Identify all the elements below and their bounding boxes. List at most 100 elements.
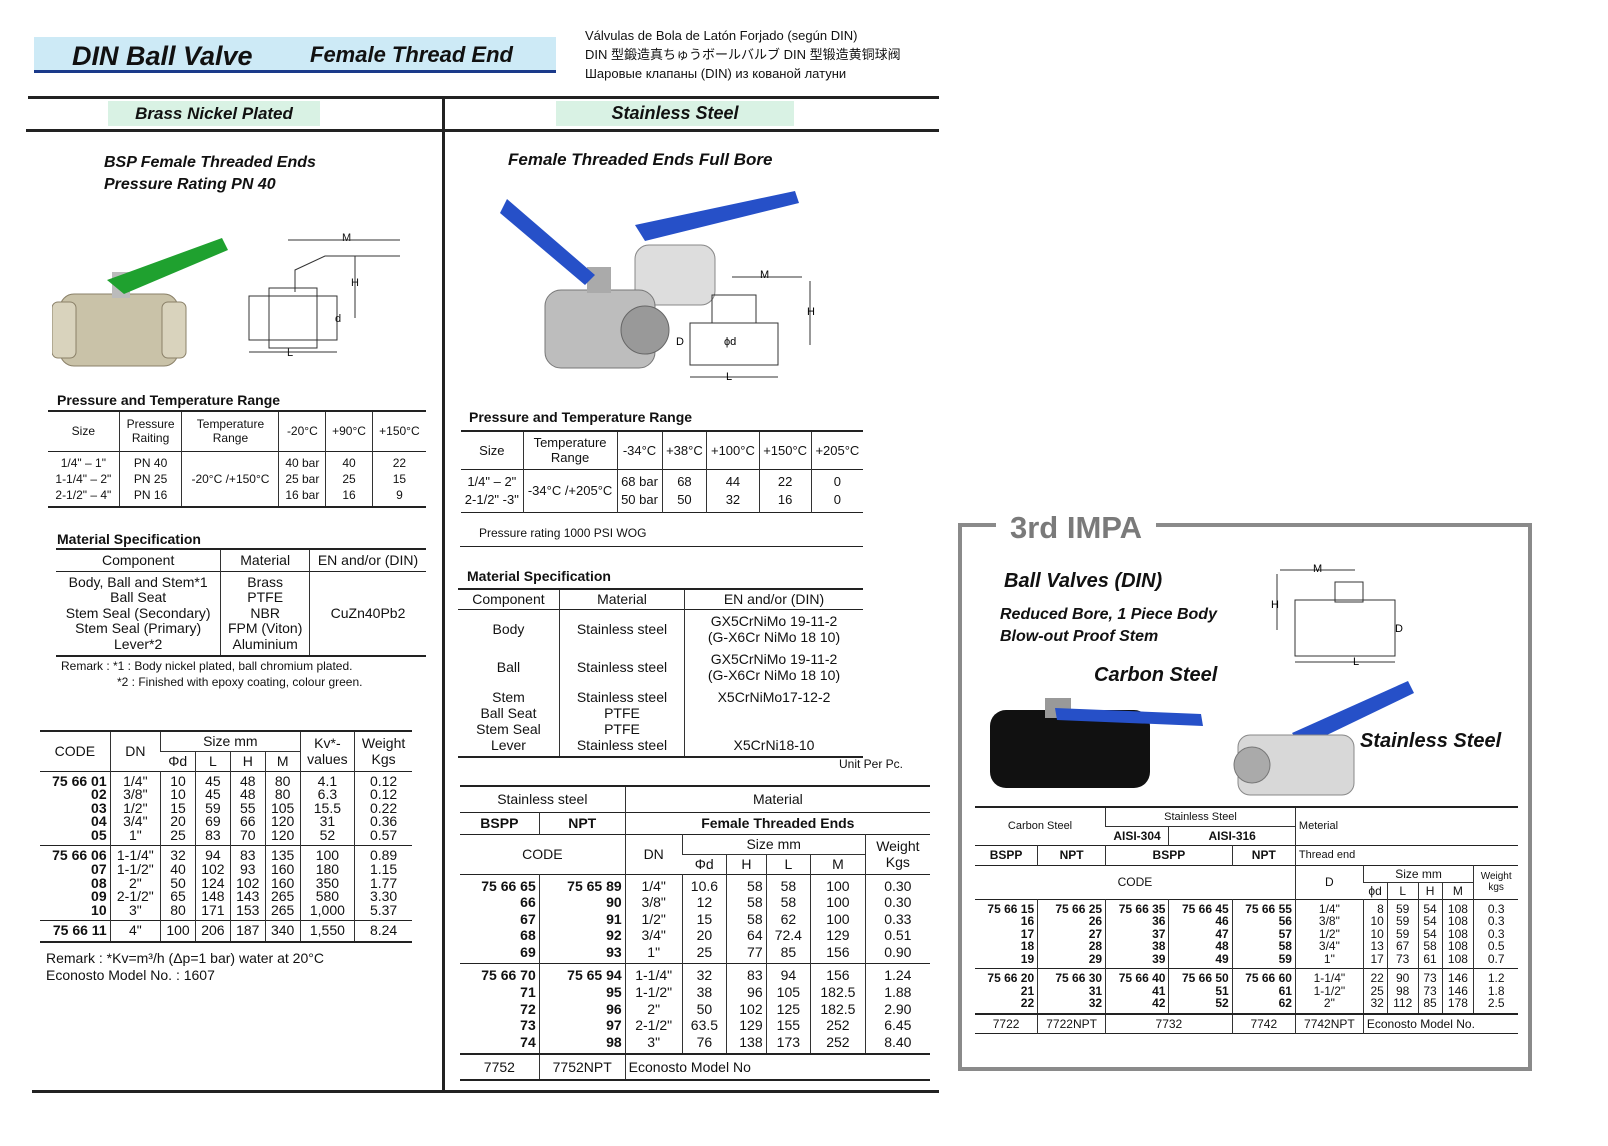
divider [26,129,939,132]
column-divider [442,98,445,1090]
col-kv: Kv*- values [299,731,355,771]
svg-text:L: L [1353,656,1359,667]
col-l: L [194,751,231,771]
table-cell: 1-1/4" 1-1/2" 2" 2-1/2" 3" [109,845,161,921]
multilingual-titles: Válvulas de Bola de Latón Forjado (según… [585,26,901,83]
table-cell: Brass PTFE NBR FPM (Viton) Aluminium [220,571,310,656]
stainless-valve-image [1233,681,1414,796]
svg-text:D: D [1395,623,1403,635]
table-cell: 100 100 100 129 156 [810,874,866,964]
col-npt: NPT [538,812,626,834]
table-cell: GX5CrNiMo 19-11-2 (G-X6Cr NiMo 18 10) [684,609,863,648]
table-cell: 0.3 0.3 0.3 0.5 0.7 [1473,899,1518,969]
table-cell: 75 66 20 21 22 [987,971,1035,1010]
column-header: Component [472,591,545,608]
column-header: -20°C [278,411,326,451]
col-stainless: Stainless steel [497,791,588,808]
table-cell: 75 66 40 41 42 [1105,968,1169,1014]
table-cell: Stainless steel [558,609,685,648]
table-cell: 100 [160,920,196,943]
svg-text:M: M [760,269,769,281]
brass-ms-title: Material Specification [57,531,201,547]
table-cell: 40 bar 25 bar 16 bar [278,451,326,507]
table-row: 75 66 70 71 72 73 74 75 65 94 95 96 97 98… [460,963,930,1055]
model-number: 7722NPT [1037,1013,1106,1034]
table-cell: 58 58 58 64 77 [726,874,767,964]
column-header: +100°C [706,431,760,469]
column-header: +38°C [661,431,707,469]
table-cell: 94 102 124 148 171 [194,845,231,921]
col-l: L [1386,882,1419,899]
col-code: CODE [522,846,563,862]
table-cell: 40 25 16 [325,451,373,507]
col-m: M [1441,882,1474,899]
table-cell: 32 40 50 65 80 [160,845,196,921]
table-cell: 206 [194,920,231,943]
table-row: Body Stainless steel GX5CrNiMo 19-11-2 (G-… [458,609,863,648]
divider [460,546,863,547]
ss-ms-table: Component Material EN and/or (DIN) Body Stai… [458,588,863,758]
table-row: 1/4" – 2" 2-1/2" -3" -34°C /+205°C 68 bar … [461,469,863,512]
col-weight: Weight Kgs [864,834,930,874]
table-row: 75 66 20 21 22 75 66 30 31 32 75 66 40 41 … [975,968,1518,1014]
table-cell: 80 80 105 120 120 [264,771,301,846]
table-cell: 75 66 70 71 72 73 74 [481,967,536,1050]
col-d: D [1294,865,1364,899]
page-subtitle: Female Thread End [310,42,513,67]
col-size: Size mm [160,731,301,752]
model-number: 7742 [1231,1013,1296,1034]
unit-label: Unit Per Pc. [839,757,904,771]
table-cell: 1/4" 3/8" 1/2" 3/4" 1" [1294,899,1364,969]
column-header: EN and/or (DIN) [684,589,863,609]
svg-text:ϕd: ϕd [724,336,736,348]
table-row: 75 66 15 16 17 18 19 75 66 25 26 27 28 29… [975,899,1518,969]
column-header: +150°C [371,411,426,451]
section-brass: Brass Nickel Plated [108,101,320,126]
impa-sub-2: Blow-out Proof Stem [1000,628,1159,645]
table-cell: Body [492,620,525,637]
column-header: Material [220,549,310,571]
column-header: EN and/or (DIN) [309,549,426,571]
dim-m: M [342,232,351,244]
col-h: H [1417,882,1443,899]
table-cell: 1.24 1.88 2.90 6.45 8.40 [864,963,930,1055]
table-cell: 75 66 45 46 47 48 49 [1168,899,1233,969]
table-cell: CuZn40Pb2 [309,571,426,656]
table-cell: 1/4" 3/8" 1/2" 3/4" 1" [624,874,683,964]
table-cell: 45 45 59 69 83 [194,771,231,846]
title-jp: DIN 型鍛造真ちゅうボールバルブ DIN 型锻造黄铜球阀 [585,47,901,62]
table-cell: Stainless steel [558,647,685,686]
table-cell: -20°C /+150°C [181,451,279,507]
svg-text:L: L [726,371,732,383]
table-cell: 48 48 55 66 70 [229,771,266,846]
table-cell: 8 10 10 13 17 [1362,899,1388,969]
table-cell: 68 50 [661,469,707,512]
table-row: Body, Ball and Stem*1 Ball Seat Stem Sea… [56,571,426,656]
title-es: Válvulas de Bola de Latón Forjado (según… [585,28,858,43]
ss-code-table: Stainless steel Material BSPP NPT Female Th… [460,785,930,1081]
svg-text:H: H [807,306,815,318]
col-code: CODE [1117,875,1153,889]
table-cell: 0 0 [810,469,863,512]
col-material: Material [624,786,930,812]
col-npt: NPT [1037,845,1106,865]
impa-box [958,523,1532,1071]
ss-valve-image [500,191,799,369]
model-number: 7732 [1105,1013,1233,1034]
brass-heading-2: Pressure Rating PN 40 [104,176,276,193]
model-number: 7752 [483,1059,515,1076]
column-header: Pressure Raiting [118,411,182,451]
ss-ms-title: Material Specification [467,568,611,584]
table-cell: 75 66 65 66 67 68 69 [481,877,536,960]
table-cell: 156 182.5 182.5 252 252 [810,963,866,1055]
ss-pt-title: Pressure and Temperature Range [469,409,693,425]
ss-heading: Female Threaded Ends Full Bore [508,150,773,169]
table-cell: 68 bar 50 bar [616,469,663,512]
table-cell: 22 15 9 [371,451,426,507]
carbon-valve-image [990,698,1203,788]
column-header: +90°C [325,411,373,451]
title-ru: Шаровые клапаны (DIN) из кованой латуни [585,66,847,81]
table-cell: X5CrNiMo17-12-2 X5CrNi18-10 [684,685,863,757]
table-cell: 58 58 62 72.4 85 [765,874,811,964]
